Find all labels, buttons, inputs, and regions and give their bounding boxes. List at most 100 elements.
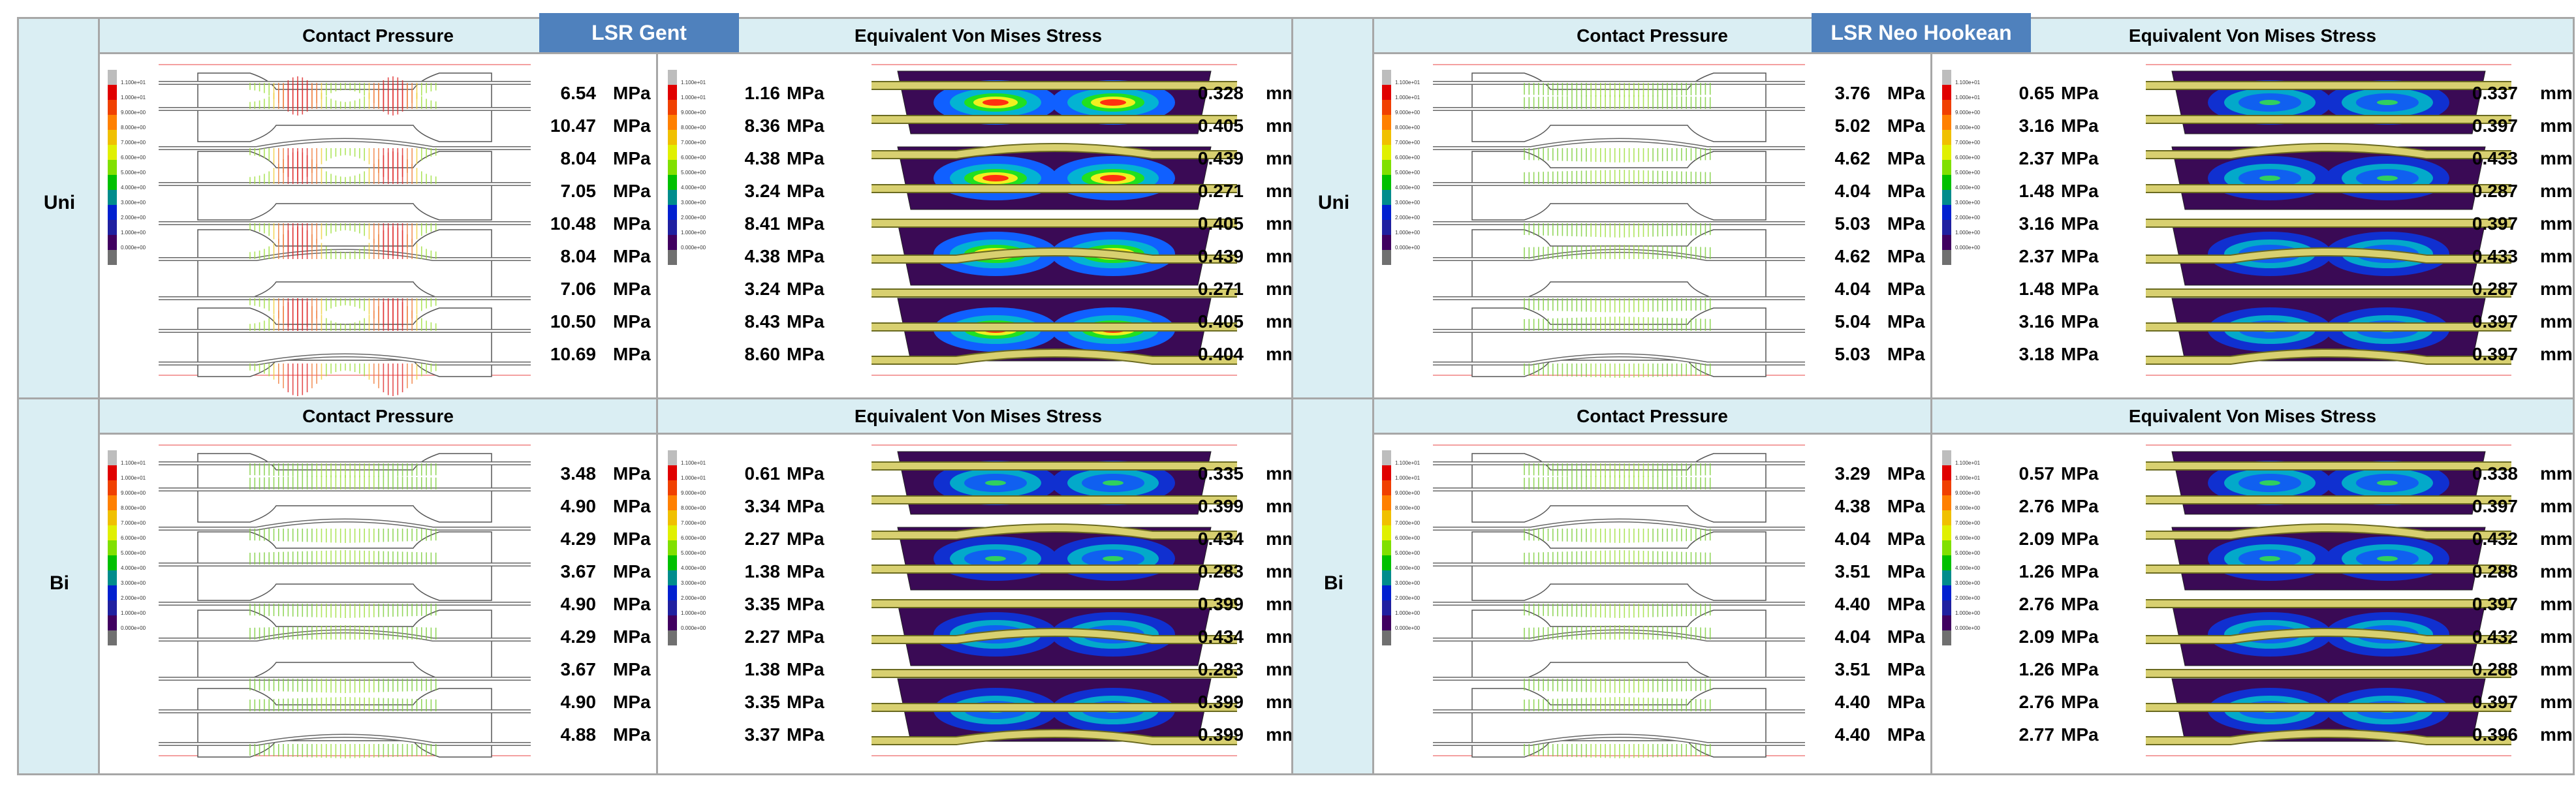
displacement-value: 0.433 — [2472, 148, 2518, 168]
legend-label: 1.100e+01 — [1955, 460, 1981, 466]
legend-swatch — [108, 175, 117, 190]
von-mises-header: Equivalent Von Mises Stress — [1932, 19, 2573, 54]
material-block: Uni Contact Pressure Equivalent Von Mises … — [1291, 17, 2575, 775]
legend-swatch — [108, 600, 117, 615]
legend-label: 7.000e+00 — [121, 140, 146, 146]
row-label: Uni — [43, 192, 76, 213]
pressure-unit: MPa — [613, 659, 651, 679]
legend-label: 1.000e+00 — [121, 230, 146, 236]
pressure-unit: MPa — [613, 692, 651, 712]
legend-swatch — [1382, 480, 1391, 495]
displacement-value: 0.399 — [1197, 724, 1244, 745]
von-mises-value: 2.27 — [744, 529, 781, 549]
pressure-unit: MPa — [613, 148, 651, 168]
legend-swatch — [668, 510, 677, 525]
pressure-unit: MPa — [1887, 724, 1925, 745]
displacement-unit: mm — [2540, 561, 2573, 581]
pressure-unit: MPa — [787, 463, 825, 484]
legend-swatch — [668, 220, 677, 235]
legend-label: 3.000e+00 — [681, 580, 706, 586]
displacement-value: 0.405 — [1197, 311, 1244, 332]
legend-label: 2.000e+00 — [1395, 215, 1421, 221]
legend-label: 0.000e+00 — [1395, 625, 1421, 631]
contact-pressure-value: 3.51 — [1834, 561, 1871, 581]
contact-pressure-plot — [1433, 64, 1805, 378]
legend-swatch — [1942, 480, 1951, 495]
displacement-value: 0.271 — [1197, 279, 1244, 299]
legend-swatch — [108, 130, 117, 145]
pressure-unit: MPa — [2061, 594, 2099, 614]
contact-pressure-plot — [159, 444, 531, 758]
legend-label: 1.000e+01 — [1955, 95, 1981, 101]
legend-label: 6.000e+00 — [1955, 535, 1981, 541]
legend-swatch — [108, 525, 117, 540]
legend-label: 8.000e+00 — [121, 505, 146, 511]
legend-label: 4.000e+00 — [681, 565, 706, 571]
legend-swatch — [108, 205, 117, 220]
displacement-value: 0.397 — [2472, 213, 2518, 234]
legend-label: 7.000e+00 — [681, 140, 706, 146]
legend-swatch — [1942, 510, 1951, 525]
legend-swatch — [1942, 250, 1951, 265]
legend-label: 5.000e+00 — [121, 550, 146, 556]
von-mises-value: 3.16 — [2018, 213, 2055, 234]
contact-pressure-value: 10.48 — [550, 213, 596, 234]
displacement-value: 0.283 — [1197, 659, 1244, 679]
von-mises-value: 4.38 — [744, 246, 781, 266]
contact-pressure-value: 3.67 — [560, 561, 597, 581]
legend-labels: 1.100e+01 1.000e+01 9.000e+00 8.000e+00 7.00… — [681, 75, 706, 255]
pressure-unit: MPa — [2061, 279, 2099, 299]
legend-swatch — [1382, 205, 1391, 220]
pressure-unit: MPa — [787, 529, 825, 549]
legend-swatch — [1942, 555, 1951, 570]
legend-label: 1.100e+01 — [1395, 80, 1421, 85]
legend-swatch — [1942, 115, 1951, 130]
legend-swatch — [668, 525, 677, 540]
legend-label: 9.000e+00 — [1395, 110, 1421, 116]
displacement-unit: mm — [2540, 724, 2573, 745]
pressure-unit: MPa — [613, 246, 651, 266]
contact-pressure-plot — [159, 64, 531, 396]
von-mises-value: 1.48 — [2018, 181, 2055, 201]
von-mises-value: 2.76 — [2018, 692, 2055, 712]
legend-labels: 1.100e+01 1.000e+01 9.000e+00 8.000e+00 7.00… — [1955, 75, 1980, 255]
legend-swatch — [1942, 235, 1951, 250]
pressure-unit: MPa — [613, 213, 651, 234]
legend-swatch — [1382, 540, 1391, 555]
legend-swatch — [108, 495, 117, 510]
pressure-unit: MPa — [2061, 181, 2099, 201]
pressure-unit: MPa — [2061, 83, 2099, 103]
legend-swatch — [1382, 115, 1391, 130]
pressure-unit: MPa — [2061, 659, 2099, 679]
contact-pressure-value: 4.04 — [1834, 627, 1871, 647]
displacement-value: 0.433 — [2472, 246, 2518, 266]
legend-label: 2.000e+00 — [121, 215, 146, 221]
displacement-unit: mm — [2540, 594, 2573, 614]
legend-label: 2.000e+00 — [1395, 595, 1421, 601]
legend-swatch — [108, 145, 117, 160]
displacement-value: 0.439 — [1197, 148, 1244, 168]
displacement-unit: mm — [2540, 279, 2573, 299]
legend-label: 5.000e+00 — [121, 170, 146, 176]
row-label-column — [1293, 19, 1374, 773]
legend-swatch — [668, 450, 677, 465]
pressure-unit: MPa — [1887, 116, 1925, 136]
pressure-unit: MPa — [613, 627, 651, 647]
von-mises-value: 2.37 — [2018, 246, 2055, 266]
contact-pressure-value: 4.90 — [560, 594, 597, 614]
von-mises-value: 2.37 — [2018, 148, 2055, 168]
legend-swatch — [108, 235, 117, 250]
row-label: Uni — [1317, 192, 1350, 213]
legend-swatch — [1942, 540, 1951, 555]
contact-pressure-value: 5.03 — [1834, 213, 1871, 234]
legend-label: 8.000e+00 — [1955, 505, 1981, 511]
legend-label: 3.000e+00 — [1395, 200, 1421, 206]
pressure-unit: MPa — [787, 344, 825, 364]
legend-swatch — [1382, 130, 1391, 145]
pressure-unit: MPa — [613, 83, 651, 103]
legend-labels: 1.100e+01 1.000e+01 9.000e+00 8.000e+00 7.00… — [681, 456, 706, 636]
legend-swatch — [1942, 130, 1951, 145]
pressure-unit: MPa — [787, 279, 825, 299]
legend-label: 3.000e+00 — [1395, 580, 1421, 586]
contact-pressure-value: 5.02 — [1834, 116, 1871, 136]
